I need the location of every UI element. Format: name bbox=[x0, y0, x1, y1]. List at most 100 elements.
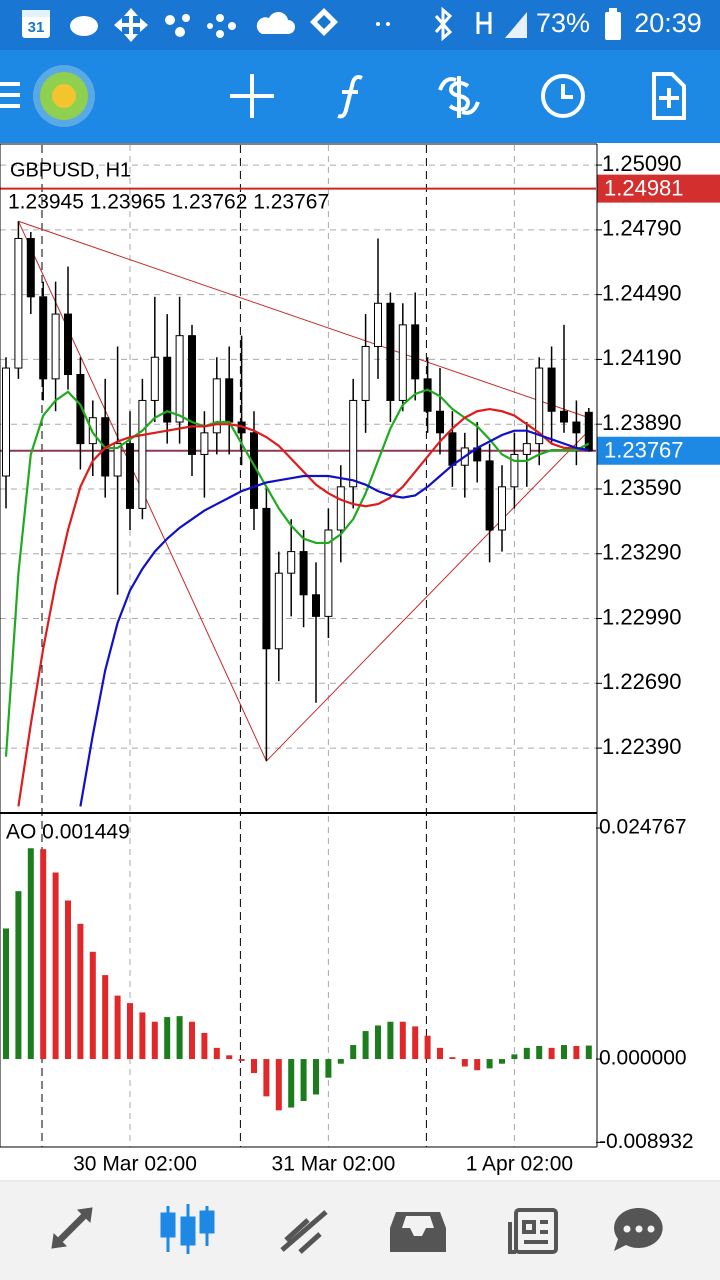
ao-bar bbox=[387, 1021, 394, 1060]
ao-bar bbox=[201, 1032, 208, 1060]
notification-icons-part bbox=[175, 27, 185, 37]
candle-body bbox=[2, 367, 10, 477]
news-tab[interactable] bbox=[508, 1208, 558, 1254]
ao-bar bbox=[536, 1045, 543, 1060]
indicators-button[interactable] bbox=[337, 75, 363, 119]
ao-bar bbox=[523, 1047, 530, 1060]
candle-body bbox=[349, 399, 358, 488]
news-tab-part[interactable] bbox=[514, 1208, 558, 1254]
battery-percent: 73% bbox=[536, 8, 590, 38]
candle-body bbox=[386, 302, 395, 401]
notification-icons-part bbox=[165, 15, 175, 25]
candle-body bbox=[584, 411, 593, 452]
ao-bar bbox=[399, 1021, 406, 1060]
candle-body bbox=[498, 486, 506, 531]
y-tick-label: -0.008932 bbox=[599, 1130, 694, 1153]
ao-bar bbox=[412, 1026, 419, 1060]
ao-bar bbox=[3, 928, 9, 1060]
trade-button-part[interactable] bbox=[438, 76, 480, 118]
ao-bar bbox=[176, 1016, 183, 1060]
trade-tab-part[interactable] bbox=[280, 1210, 328, 1254]
notification-icons-part bbox=[376, 22, 380, 26]
notification-icons-part bbox=[228, 22, 236, 30]
y-tick-label: 1.23890 bbox=[602, 410, 682, 435]
menu-button-part[interactable] bbox=[0, 104, 20, 108]
history-tab-part[interactable] bbox=[390, 1212, 446, 1252]
ao-bar bbox=[65, 900, 71, 1060]
chat-tab-part[interactable] bbox=[647, 1225, 655, 1233]
ao-bar bbox=[573, 1045, 580, 1060]
app-logo-part[interactable] bbox=[52, 84, 76, 108]
ao-bar bbox=[127, 1003, 133, 1060]
y-tick-label: 1.23590 bbox=[602, 475, 682, 500]
signal-icon bbox=[505, 12, 527, 38]
battery-icon bbox=[605, 8, 621, 40]
moving-average bbox=[4, 388, 590, 757]
chat-tab[interactable] bbox=[614, 1207, 663, 1251]
menu-button-part[interactable] bbox=[0, 82, 20, 86]
x-tick-label: 1 Apr 02:00 bbox=[466, 1153, 573, 1176]
price-label: 1.23767 bbox=[604, 438, 684, 463]
history-tab[interactable] bbox=[390, 1212, 446, 1252]
candle-body bbox=[225, 378, 234, 423]
news-tab-part[interactable] bbox=[508, 1220, 548, 1254]
symbol-title: GBPUSD, H1 bbox=[10, 159, 131, 181]
candle-body bbox=[262, 507, 271, 650]
new-order-button-part[interactable] bbox=[652, 72, 686, 120]
ao-bar bbox=[114, 995, 121, 1060]
crosshair-button[interactable] bbox=[230, 74, 274, 118]
chat-tab-part[interactable] bbox=[635, 1225, 643, 1233]
chat-tab-part[interactable] bbox=[623, 1225, 631, 1233]
ao-bar bbox=[275, 1059, 282, 1111]
candle-body bbox=[423, 378, 432, 412]
menu-button[interactable] bbox=[0, 82, 20, 108]
candle-body bbox=[336, 486, 345, 531]
clock: 20:39 bbox=[634, 8, 702, 38]
new-order-button[interactable] bbox=[652, 72, 686, 120]
system-icons bbox=[434, 6, 492, 42]
candle-body bbox=[200, 432, 209, 455]
y-tick-label: 1.24790 bbox=[602, 216, 682, 241]
ao-bar bbox=[300, 1059, 307, 1102]
notification-icons-part bbox=[216, 14, 224, 22]
ao-bar bbox=[164, 1017, 171, 1060]
candle-body bbox=[522, 443, 531, 455]
candle-body bbox=[163, 356, 172, 423]
toolbar bbox=[0, 50, 720, 143]
candle-body bbox=[510, 453, 519, 488]
ao-bar bbox=[52, 872, 59, 1060]
ao-bar bbox=[213, 1047, 220, 1060]
chart-tab-part[interactable] bbox=[160, 1212, 176, 1238]
app-logo[interactable] bbox=[33, 65, 95, 127]
calendar-icon-part bbox=[22, 10, 50, 17]
ao-bar bbox=[189, 1021, 195, 1060]
period-button-part[interactable] bbox=[561, 84, 573, 99]
ao-bar bbox=[40, 849, 47, 1060]
chart-tab[interactable] bbox=[160, 1204, 215, 1254]
trade-button[interactable] bbox=[438, 76, 480, 118]
notification-icons-part bbox=[386, 22, 390, 26]
chart-tab-part[interactable] bbox=[199, 1210, 215, 1234]
candle-body bbox=[287, 551, 296, 574]
candle-body bbox=[150, 356, 159, 401]
ao-bar bbox=[89, 951, 96, 1060]
menu-button-part[interactable] bbox=[0, 93, 20, 97]
y-tick-label: 1.22390 bbox=[602, 734, 682, 759]
price-label-box bbox=[597, 174, 720, 203]
chart-tab-part[interactable] bbox=[180, 1216, 196, 1246]
ao-bar bbox=[15, 891, 22, 1060]
ohlc-label: 1.23945 1.23965 1.23762 1.23767 bbox=[8, 191, 329, 214]
candle-body bbox=[113, 443, 122, 477]
notification-icons-part bbox=[310, 8, 338, 36]
quotes-tab-part[interactable] bbox=[51, 1207, 93, 1249]
trade-tab[interactable] bbox=[280, 1210, 328, 1254]
y-tick-label: 1.23290 bbox=[602, 540, 682, 565]
notification-icons-part bbox=[70, 16, 98, 36]
crosshair-button-part[interactable] bbox=[230, 74, 274, 118]
period-button-part[interactable] bbox=[541, 74, 585, 118]
system-icons-part bbox=[434, 6, 453, 42]
period-button[interactable] bbox=[541, 74, 585, 118]
quotes-tab[interactable] bbox=[51, 1207, 93, 1249]
candle-body bbox=[324, 529, 333, 617]
ao-bar bbox=[474, 1059, 481, 1071]
